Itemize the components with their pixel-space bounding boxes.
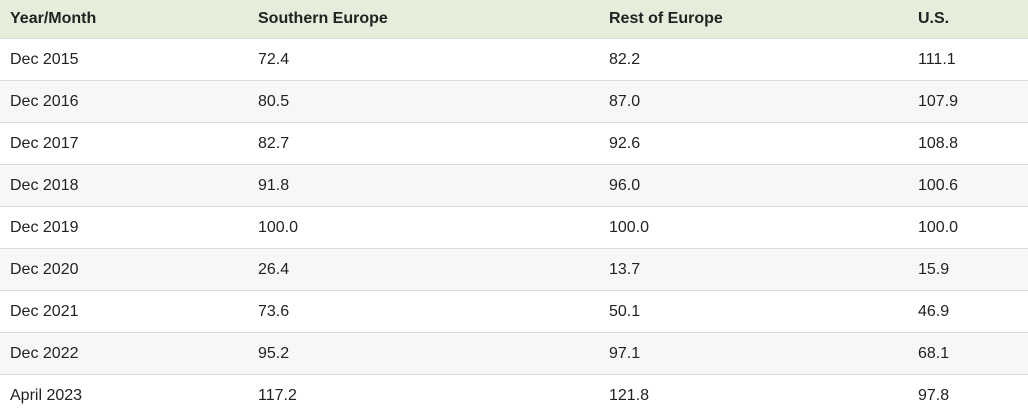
table-cell: 82.2 — [599, 38, 908, 81]
table-cell: 97.1 — [599, 332, 908, 375]
table-cell: 82.7 — [248, 122, 599, 165]
table-cell: 92.6 — [599, 122, 908, 165]
table-cell: 13.7 — [599, 248, 908, 291]
table-cell: 68.1 — [908, 332, 1028, 375]
table-cell: 15.9 — [908, 248, 1028, 291]
header-cell: Southern Europe — [248, 0, 599, 39]
table-row: Dec 2021 73.6 50.1 46.9 — [0, 290, 1028, 333]
table-row: Dec 2016 80.5 87.0 107.9 — [0, 80, 1028, 123]
table-cell: 108.8 — [908, 122, 1028, 165]
table-cell: 117.2 — [248, 374, 599, 416]
table-row: Dec 2019 100.0 100.0 100.0 — [0, 206, 1028, 249]
table-cell: 73.6 — [248, 290, 599, 333]
table-cell: Dec 2018 — [0, 164, 248, 207]
table-cell: Dec 2020 — [0, 248, 248, 291]
table-row: April 2023 117.2 121.8 97.8 — [0, 374, 1028, 416]
table-cell: 100.0 — [599, 206, 908, 249]
header-cell: U.S. — [908, 0, 1028, 39]
table-cell: 100.6 — [908, 164, 1028, 207]
table-row: Dec 2015 72.4 82.2 111.1 — [0, 38, 1028, 81]
table-cell: Dec 2019 — [0, 206, 248, 249]
table-cell: 87.0 — [599, 80, 908, 123]
header-cell: Rest of Europe — [599, 0, 908, 39]
table-cell: Dec 2017 — [0, 122, 248, 165]
table-cell: April 2023 — [0, 374, 248, 416]
table-cell: 107.9 — [908, 80, 1028, 123]
table-row: Dec 2018 91.8 96.0 100.6 — [0, 164, 1028, 207]
table-cell: 96.0 — [599, 164, 908, 207]
table-body: Dec 2015 72.4 82.2 111.1 Dec 2016 80.5 87.0 107… — [0, 38, 1028, 416]
table-cell: Dec 2016 — [0, 80, 248, 123]
table-cell: 91.8 — [248, 164, 599, 207]
table-cell: 95.2 — [248, 332, 599, 375]
table-cell: Dec 2015 — [0, 38, 248, 81]
header-row: Year/Month Southern Europe Rest of Europe U… — [0, 0, 1028, 39]
table-cell: 121.8 — [599, 374, 908, 416]
table-cell: 72.4 — [248, 38, 599, 81]
table-cell: 100.0 — [248, 206, 599, 249]
table-row: Dec 2017 82.7 92.6 108.8 — [0, 122, 1028, 165]
table-row: Dec 2022 95.2 97.1 68.1 — [0, 332, 1028, 375]
table-cell: Dec 2022 — [0, 332, 248, 375]
table-cell: 100.0 — [908, 206, 1028, 249]
table-cell: 97.8 — [908, 374, 1028, 416]
table-row: Dec 2020 26.4 13.7 15.9 — [0, 248, 1028, 291]
table-cell: 46.9 — [908, 290, 1028, 333]
table-cell: 26.4 — [248, 248, 599, 291]
table-cell: Dec 2021 — [0, 290, 248, 333]
table-cell: 80.5 — [248, 80, 599, 123]
header-cell: Year/Month — [0, 0, 248, 39]
table-cell: 111.1 — [908, 38, 1028, 81]
table-cell: 50.1 — [599, 290, 908, 333]
